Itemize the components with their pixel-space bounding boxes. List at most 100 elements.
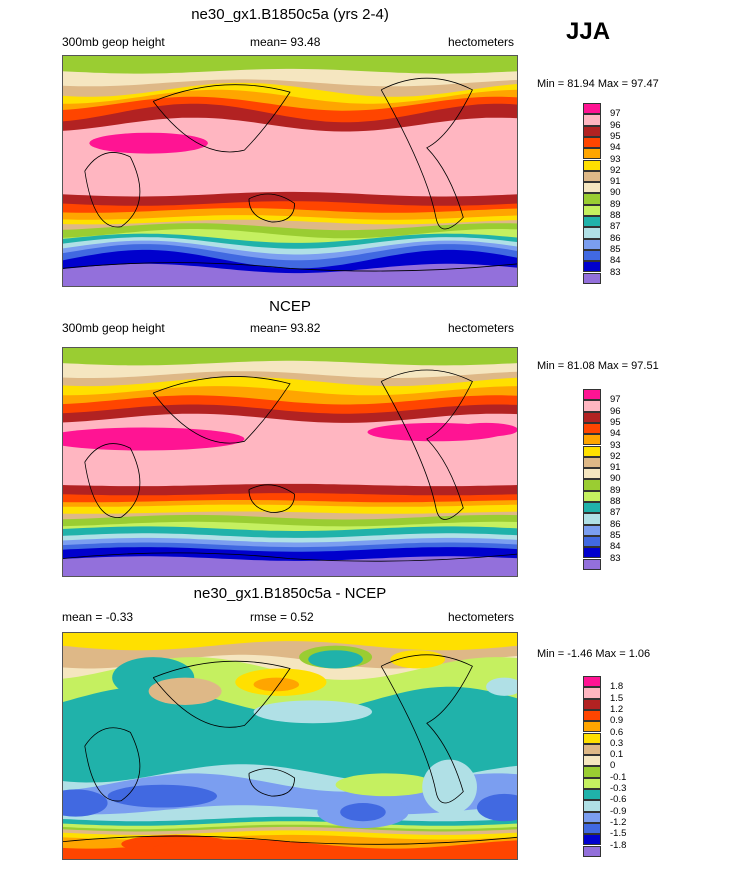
- colorbar-box: [583, 159, 601, 171]
- coastline: [84, 443, 141, 518]
- colorbar-label: -0.1: [610, 771, 627, 783]
- colorbar-label: 88: [610, 496, 621, 507]
- colorbar-label: 96: [610, 405, 621, 417]
- colorbar-box: [583, 743, 601, 756]
- colorbar-box: [583, 811, 601, 823]
- colorbar-box: [583, 766, 601, 778]
- colorbar-box: [583, 789, 601, 801]
- colorbar-label: 96: [610, 119, 621, 131]
- colorbar-box: [583, 558, 601, 570]
- colorbar-label: 90: [610, 473, 621, 485]
- center-label: mean= 93.48: [250, 35, 321, 49]
- colorbar-label: 1.2: [610, 703, 624, 715]
- contour-band: [62, 556, 518, 577]
- coastline: [152, 376, 291, 444]
- colorbar-label: 91: [610, 462, 621, 474]
- coastline: [152, 84, 291, 153]
- colorbar-label: -0.3: [610, 783, 627, 794]
- colorbar-box: [583, 261, 601, 273]
- colorbar-box: [583, 148, 601, 160]
- colorbar-label: -0.6: [610, 794, 627, 806]
- coastline: [380, 369, 473, 520]
- colorbar-label: 0.6: [610, 726, 624, 738]
- colorbar-label: 89: [610, 484, 621, 496]
- colorbar-label: 84: [610, 541, 621, 553]
- map-frame: [62, 347, 518, 577]
- colorbar-box: [583, 227, 601, 239]
- contour-region: [335, 773, 436, 797]
- left-label: 300mb geop height: [62, 321, 165, 335]
- map-frame: [62, 632, 518, 860]
- contour-region: [454, 422, 518, 437]
- colorbar-label: 85: [610, 243, 621, 255]
- units-label: hectometers: [448, 35, 515, 49]
- contour-band: [62, 263, 518, 287]
- colorbar-box: [583, 502, 601, 514]
- colorbar-label: 1.8: [610, 681, 624, 693]
- colorbar-box: [583, 822, 601, 835]
- colorbar-box: [583, 204, 601, 216]
- colorbar-box: [583, 456, 601, 469]
- colorbar-label: 0.9: [610, 715, 624, 727]
- colorbar-label: 86: [610, 518, 621, 530]
- colorbar-box: [583, 800, 601, 812]
- colorbar-box: [583, 445, 601, 457]
- units-label: hectometers: [448, 610, 515, 624]
- colorbar-label: 84: [610, 255, 621, 267]
- contour-region: [253, 677, 300, 692]
- min-max-label: Min = 81.08 Max = 97.51: [537, 360, 659, 372]
- colorbar-box: [583, 389, 601, 401]
- contour-map: [62, 347, 518, 577]
- colorbar-box: [583, 479, 601, 491]
- contour-region: [253, 700, 373, 724]
- colorbar-label: 83: [610, 266, 621, 278]
- contour-region: [107, 784, 218, 808]
- colorbar-label: -1.8: [610, 839, 627, 851]
- colorbar-box: [583, 676, 601, 688]
- contour-region: [62, 789, 108, 817]
- colorbar-label: 97: [610, 394, 621, 406]
- panel-title: ne30_gx1.B1850c5a (yrs 2-4): [191, 6, 389, 23]
- coastline: [380, 77, 473, 230]
- coastline: [248, 484, 295, 514]
- contour-region: [153, 839, 290, 858]
- colorbar-label: 87: [610, 221, 621, 233]
- colorbar-label: 0.3: [610, 737, 624, 749]
- contour-region: [148, 677, 222, 705]
- contour-region: [89, 132, 208, 154]
- colorbar-box: [583, 490, 601, 502]
- contour-map: [62, 632, 518, 860]
- colorbar-box: [583, 732, 601, 744]
- left-label: 300mb geop height: [62, 35, 165, 49]
- map-frame: [62, 55, 518, 287]
- colorbar-box: [583, 216, 601, 228]
- coastline: [380, 654, 473, 804]
- colorbar-label: 90: [610, 187, 621, 199]
- colorbar-box: [583, 182, 601, 194]
- colorbar-box: [583, 845, 601, 857]
- colorbar-box: [583, 687, 601, 699]
- colorbar-box: [583, 136, 601, 149]
- panel-title: NCEP: [269, 298, 311, 315]
- colorbar-label: 86: [610, 232, 621, 244]
- min-max-label: Min = 81.94 Max = 97.47: [537, 78, 659, 90]
- colorbar-box: [583, 709, 601, 722]
- colorbar-box: [583, 125, 601, 137]
- colorbar-box: [583, 400, 601, 412]
- contour-region: [476, 793, 518, 822]
- coastline: [62, 262, 518, 272]
- colorbar-label: 0.1: [610, 749, 624, 761]
- colorbar-label: 94: [610, 142, 621, 154]
- colorbar-label: 94: [610, 428, 621, 440]
- colorbar-label: 88: [610, 210, 621, 221]
- colorbar-box: [583, 249, 601, 262]
- colorbar-label: 92: [610, 450, 621, 462]
- colorbar-box: [583, 524, 601, 536]
- colorbar-box: [583, 103, 601, 115]
- colorbar-box: [583, 721, 601, 733]
- colorbar-label: 83: [610, 552, 621, 564]
- colorbar-label: -0.9: [610, 805, 627, 817]
- colorbar-box: [583, 422, 601, 435]
- contour-region: [308, 650, 363, 669]
